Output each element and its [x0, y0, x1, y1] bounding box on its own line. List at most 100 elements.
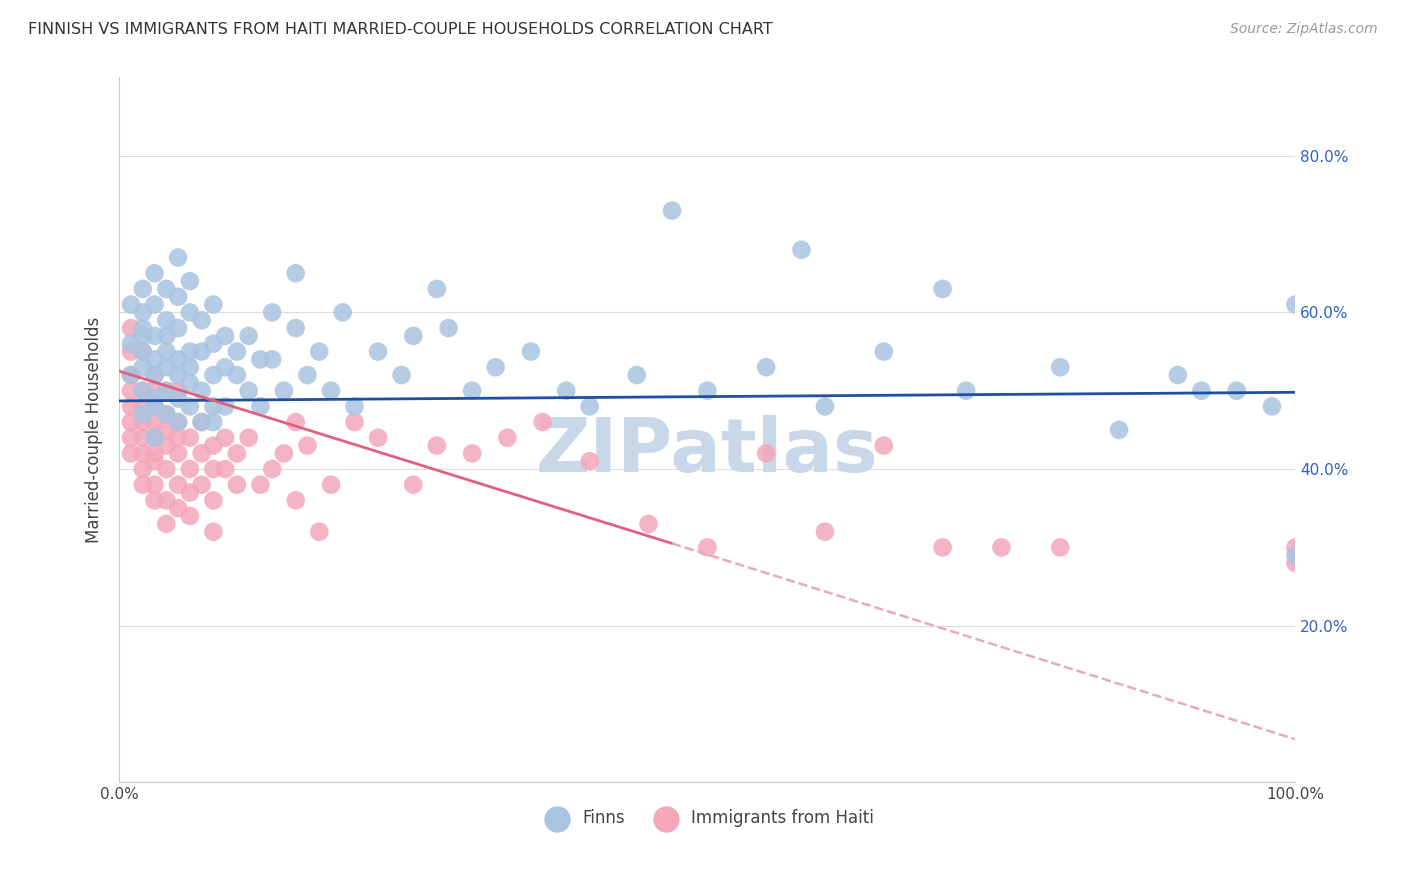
Point	[262, 462, 284, 476]
Point	[143, 266, 166, 280]
Point	[179, 509, 201, 524]
Point	[1284, 541, 1306, 555]
Point	[132, 384, 155, 398]
Point	[273, 384, 295, 398]
Point	[308, 524, 330, 539]
Point	[179, 485, 201, 500]
Point	[167, 415, 190, 429]
Point	[343, 400, 366, 414]
Point	[167, 384, 190, 398]
Point	[132, 344, 155, 359]
Point	[143, 431, 166, 445]
Point	[238, 329, 260, 343]
Point	[143, 329, 166, 343]
Point	[755, 446, 778, 460]
Point	[190, 477, 212, 491]
Point	[1049, 360, 1071, 375]
Point	[661, 203, 683, 218]
Point	[214, 462, 236, 476]
Point	[249, 477, 271, 491]
Point	[297, 439, 319, 453]
Point	[167, 290, 190, 304]
Point	[143, 297, 166, 311]
Point	[308, 344, 330, 359]
Point	[955, 384, 977, 398]
Point	[132, 407, 155, 421]
Point	[485, 360, 508, 375]
Point	[132, 431, 155, 445]
Text: ZIPatlas: ZIPatlas	[536, 415, 879, 488]
Point	[155, 493, 177, 508]
Point	[202, 439, 225, 453]
Point	[520, 344, 543, 359]
Point	[143, 400, 166, 414]
Point	[755, 360, 778, 375]
Point	[1189, 384, 1212, 398]
Point	[202, 415, 225, 429]
Text: FINNISH VS IMMIGRANTS FROM HAITI MARRIED-COUPLE HOUSEHOLDS CORRELATION CHART: FINNISH VS IMMIGRANTS FROM HAITI MARRIED…	[28, 22, 773, 37]
Point	[120, 344, 142, 359]
Point	[990, 541, 1012, 555]
Point	[179, 376, 201, 390]
Point	[461, 446, 484, 460]
Point	[155, 439, 177, 453]
Point	[238, 431, 260, 445]
Point	[179, 305, 201, 319]
Point	[262, 305, 284, 319]
Point	[155, 384, 177, 398]
Point	[155, 329, 177, 343]
Point	[1049, 541, 1071, 555]
Point	[814, 524, 837, 539]
Point	[143, 415, 166, 429]
Point	[214, 360, 236, 375]
Legend: Finns, Immigrants from Haiti: Finns, Immigrants from Haiti	[534, 803, 882, 834]
Point	[179, 360, 201, 375]
Point	[155, 282, 177, 296]
Point	[143, 400, 166, 414]
Point	[1226, 384, 1249, 398]
Point	[167, 392, 190, 406]
Point	[426, 282, 449, 296]
Y-axis label: Married-couple Households: Married-couple Households	[86, 317, 103, 543]
Point	[143, 392, 166, 406]
Point	[1108, 423, 1130, 437]
Point	[284, 266, 307, 280]
Point	[214, 329, 236, 343]
Point	[814, 400, 837, 414]
Point	[225, 477, 247, 491]
Point	[132, 282, 155, 296]
Point	[262, 352, 284, 367]
Point	[202, 400, 225, 414]
Text: Source: ZipAtlas.com: Source: ZipAtlas.com	[1230, 22, 1378, 37]
Point	[155, 516, 177, 531]
Point	[1284, 556, 1306, 570]
Point	[143, 384, 166, 398]
Point	[225, 446, 247, 460]
Point	[202, 297, 225, 311]
Point	[873, 439, 896, 453]
Point	[155, 344, 177, 359]
Point	[696, 384, 718, 398]
Point	[132, 462, 155, 476]
Point	[155, 407, 177, 421]
Point	[931, 541, 953, 555]
Point	[190, 384, 212, 398]
Point	[179, 344, 201, 359]
Point	[143, 368, 166, 382]
Point	[190, 344, 212, 359]
Point	[249, 352, 271, 367]
Point	[167, 501, 190, 516]
Point	[155, 360, 177, 375]
Point	[319, 384, 342, 398]
Point	[155, 313, 177, 327]
Point	[637, 516, 659, 531]
Point	[132, 360, 155, 375]
Point	[437, 321, 460, 335]
Point	[696, 541, 718, 555]
Point	[132, 477, 155, 491]
Point	[190, 313, 212, 327]
Point	[179, 274, 201, 288]
Point	[179, 431, 201, 445]
Point	[120, 321, 142, 335]
Point	[143, 454, 166, 468]
